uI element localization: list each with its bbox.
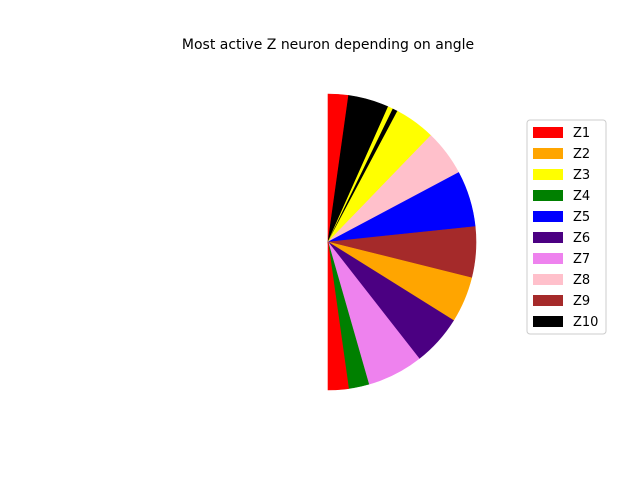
legend-swatch: [533, 232, 563, 243]
legend-item-z10: Z10: [533, 315, 598, 330]
legend-label: Z3: [573, 168, 590, 183]
legend-label: Z10: [573, 315, 598, 330]
chart-title: Most active Z neuron depending on angle: [182, 37, 474, 53]
legend-swatch: [533, 148, 563, 159]
legend-swatch: [533, 316, 563, 327]
legend-item-z9: Z9: [533, 294, 590, 309]
legend-swatch: [533, 253, 563, 264]
legend-label: Z7: [573, 252, 590, 267]
legend-swatch: [533, 274, 563, 285]
legend-item-z1: Z1: [533, 126, 590, 141]
legend-item-z8: Z8: [533, 273, 590, 288]
legend-swatch: [533, 295, 563, 306]
legend-item-z4: Z4: [533, 189, 590, 204]
legend-items: Z1 Z2 Z3 Z4 Z5 Z6 Z7 Z8 Z9 Z10: [533, 126, 598, 330]
legend-label: Z8: [573, 273, 590, 288]
legend-swatch: [533, 190, 563, 201]
legend: Z1 Z2 Z3 Z4 Z5 Z6 Z7 Z8 Z9 Z10: [526, 119, 607, 335]
sector-layer: [327, 93, 477, 391]
legend-swatch: [533, 169, 563, 180]
pie-sector-z1: [327, 241, 344, 391]
legend-label: Z6: [573, 231, 590, 246]
legend-item-z2: Z2: [533, 147, 590, 162]
legend-swatch: [533, 127, 563, 138]
legend-label: Z4: [573, 189, 590, 204]
legend-label: Z1: [573, 126, 590, 141]
legend-item-z5: Z5: [533, 210, 590, 225]
legend-label: Z9: [573, 294, 590, 309]
legend-item-z7: Z7: [533, 252, 590, 267]
legend-swatch: [533, 211, 563, 222]
legend-label: Z2: [573, 147, 590, 162]
legend-item-z3: Z3: [533, 168, 590, 183]
legend-item-z6: Z6: [533, 231, 590, 246]
legend-label: Z5: [573, 210, 590, 225]
